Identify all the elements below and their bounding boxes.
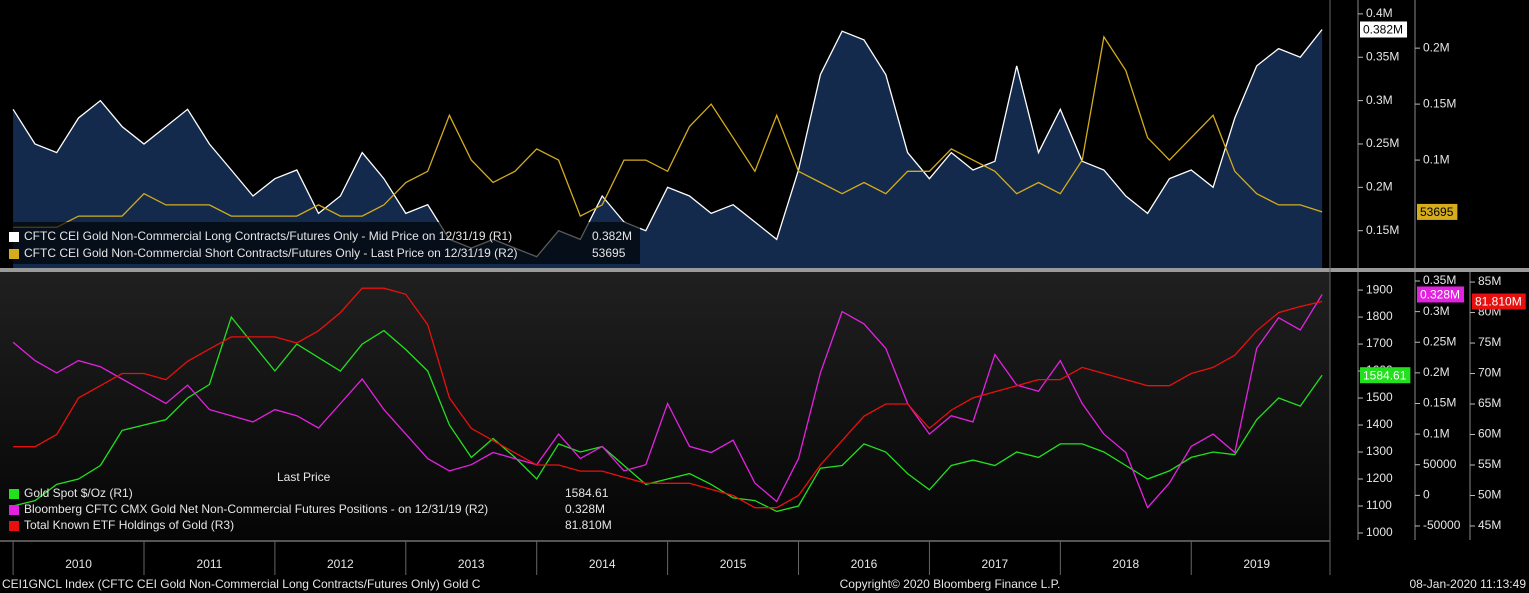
- series-line: [12, 315, 1323, 513]
- y-tick-label: 1800: [1366, 309, 1393, 323]
- y-tick-label: 0.2M: [1423, 40, 1450, 54]
- y-tick-label: 0.15M: [1423, 96, 1456, 110]
- y-tick-label: 0.2M: [1423, 365, 1450, 379]
- legend-value: 53695: [592, 246, 626, 260]
- value-badge-label: 0.382M: [1363, 23, 1403, 37]
- legend-swatch: [9, 521, 19, 531]
- y-tick-label: 1400: [1366, 417, 1393, 431]
- x-tick-label: 2015: [720, 557, 747, 571]
- x-tick-label: 2013: [458, 557, 485, 571]
- value-badge-label: 1584.61: [1363, 368, 1407, 382]
- x-tick-label: 2018: [1112, 557, 1139, 571]
- value-badge: [1360, 21, 1408, 38]
- y-tick-label: 1300: [1366, 444, 1393, 458]
- x-tick-label: 2016: [851, 557, 878, 571]
- value-badge-label: 81.810M: [1475, 295, 1522, 309]
- value-badge: [1417, 203, 1458, 220]
- series-line: [13, 287, 1323, 509]
- y-tick-label: 0.3M: [1423, 304, 1450, 318]
- legend-swatch: [9, 489, 19, 499]
- legend-label: CFTC CEI Gold Non-Commercial Short Contr…: [24, 246, 518, 260]
- x-tick-label: 2012: [327, 557, 354, 571]
- y-tick-label: 0.15M: [1423, 396, 1456, 410]
- y-tick-label: -50000: [1423, 518, 1461, 532]
- legend-value: 0.382M: [592, 229, 632, 243]
- legend-label: CFTC CEI Gold Non-Commercial Long Contra…: [24, 229, 512, 243]
- legend-value: 81.810M: [565, 518, 612, 532]
- panel-divider: [0, 268, 1529, 272]
- footer-bar: [0, 575, 1529, 593]
- footer-left: CEI1GNCL Index (CFTC CEI Gold Non-Commer…: [2, 577, 481, 591]
- y-tick-label: 0.15M: [1366, 223, 1399, 237]
- y-tick-label: 1900: [1366, 282, 1393, 296]
- y-tick-label: 50M: [1478, 488, 1501, 502]
- y-tick-label: 0.35M: [1423, 273, 1456, 287]
- legend-title: Last Price: [277, 470, 331, 484]
- series-line: [12, 294, 1323, 509]
- value-badge: [1472, 293, 1526, 310]
- value-badge: [1360, 367, 1411, 384]
- legend-swatch: [9, 249, 19, 259]
- value-badge: [1417, 286, 1465, 303]
- legend-label: Total Known ETF Holdings of Gold (R3): [24, 518, 234, 532]
- legend-swatch: [9, 232, 19, 242]
- legend-label: Gold Spot $/Oz (R1): [24, 486, 133, 500]
- y-tick-label: 1200: [1366, 471, 1393, 485]
- series-line: [12, 29, 1323, 258]
- y-tick-label: 1100: [1366, 498, 1392, 512]
- area: [13, 29, 1323, 268]
- y-tick-label: 85M: [1478, 274, 1501, 288]
- y-tick-label: 50000: [1423, 457, 1457, 471]
- x-tick-label: 2014: [589, 557, 616, 571]
- y-tick-label: 0.3M: [1366, 93, 1393, 107]
- legend-value: 1584.61: [565, 486, 609, 500]
- series-line: [13, 35, 1323, 228]
- y-tick-label: 0.2M: [1366, 180, 1393, 194]
- value-badge-label: 53695: [1420, 205, 1454, 219]
- y-tick-label: 0.25M: [1423, 334, 1456, 348]
- y-tick-label: 1500: [1366, 390, 1393, 404]
- legend-swatch: [9, 505, 19, 515]
- y-tick-label: 0.35M: [1366, 49, 1399, 63]
- legend-box: [4, 222, 640, 264]
- y-tick-label: 70M: [1478, 366, 1501, 380]
- y-tick-label: 0.25M: [1366, 136, 1399, 150]
- y-tick-label: 0.4M: [1366, 6, 1393, 20]
- y-tick-label: 60M: [1478, 427, 1501, 441]
- y-tick-label: 45M: [1478, 518, 1501, 532]
- x-tick-label: 2011: [197, 557, 223, 571]
- x-tick-label: 2017: [982, 557, 1009, 571]
- y-tick-label: 0.1M: [1423, 426, 1450, 440]
- footer-center: Copyright© 2020 Bloomberg Finance L.P.: [840, 577, 1061, 591]
- plot-background: [0, 272, 1330, 540]
- legend-value: 0.328M: [565, 502, 605, 516]
- x-tick-label: 2010: [65, 557, 92, 571]
- value-badge-label: 0.328M: [1420, 288, 1460, 302]
- x-tick-label: 2019: [1243, 557, 1270, 571]
- y-tick-label: 1700: [1366, 336, 1393, 350]
- y-tick-label: 0.1M: [1423, 152, 1450, 166]
- y-tick-label: 75M: [1478, 335, 1501, 349]
- y-tick-label: 1000: [1366, 525, 1393, 539]
- legend-label: Bloomberg CFTC CMX Gold Net Non-Commerci…: [24, 502, 488, 516]
- y-tick-label: 0: [1423, 488, 1430, 502]
- footer-right: 08-Jan-2020 11:13:49: [1409, 577, 1526, 591]
- y-tick-label: 55M: [1478, 457, 1501, 471]
- y-tick-label: 65M: [1478, 396, 1501, 410]
